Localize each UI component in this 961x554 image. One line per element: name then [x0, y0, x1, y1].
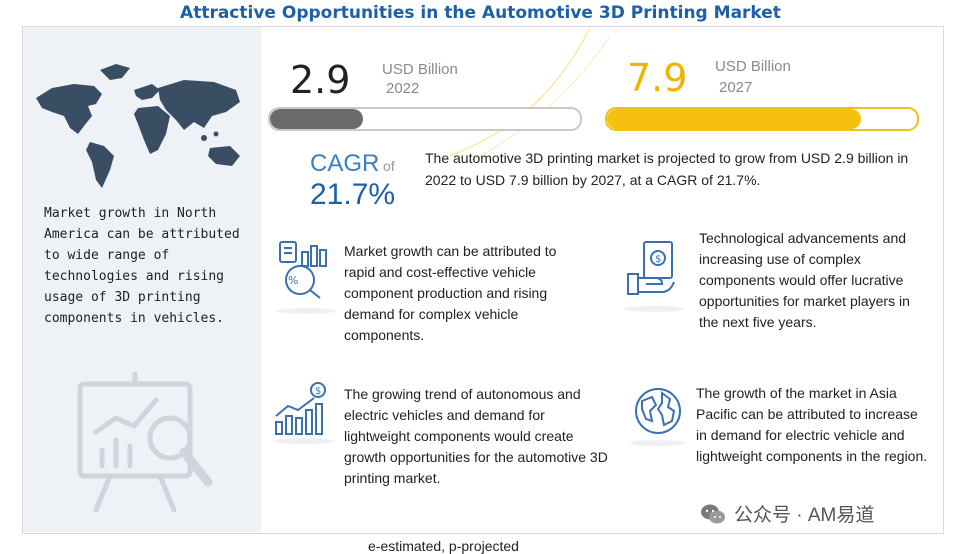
cagr-label: CAGR — [310, 150, 380, 177]
icon-shadow — [624, 306, 684, 312]
point-technological-advancements: Technological advancements and increasin… — [699, 230, 910, 330]
money-hand-icon: $ — [627, 241, 675, 295]
unit-2022: USD Billion — [382, 61, 458, 78]
component-production-icon: % — [279, 241, 327, 299]
world-map-icon — [36, 64, 240, 188]
icon-shadow — [630, 440, 686, 446]
year-2022: 2022 — [386, 80, 420, 97]
progress-bar-2027 — [605, 107, 919, 131]
icon-shadow — [276, 308, 336, 314]
unit-2027: USD Billion — [715, 58, 791, 75]
point-asia-pacific-growth: The growth of the market in Asia Pacific… — [696, 385, 928, 464]
year-2027: 2027 — [719, 79, 753, 96]
watermark-text: 公众号 · AM易道 — [734, 505, 875, 526]
market-value-2022: 2.9 — [290, 58, 351, 102]
svg-text:%: % — [288, 274, 298, 287]
progress-fill-2022 — [270, 109, 363, 129]
footnote: e-estimated, p-projected — [368, 538, 519, 554]
cagr-value: 21.7% — [310, 178, 396, 211]
point-autonomous-electric-vehicles: The growing trend of autonomous and elec… — [344, 386, 608, 486]
icon-shadow — [274, 438, 334, 444]
growth-chart-icon: $ — [275, 382, 326, 435]
globe-icon — [635, 388, 681, 434]
progress-bar-2022 — [268, 107, 582, 131]
analytics-presentation-icon — [77, 371, 213, 513]
progress-fill-2027 — [607, 109, 862, 129]
svg-text:$: $ — [655, 254, 661, 265]
watermark: 公众号 · AM易道 — [700, 500, 874, 527]
svg-text:$: $ — [315, 386, 321, 397]
page-title: Attractive Opportunities in the Automoti… — [180, 3, 781, 23]
cagr-of: of — [383, 158, 395, 174]
north-america-growth-text: Market growth in North America can be at… — [44, 206, 240, 326]
wechat-icon — [701, 504, 725, 523]
point-component-production: Market growth can be attributed to rapid… — [344, 243, 557, 343]
market-summary-text: The automotive 3D printing market is pro… — [425, 150, 909, 188]
decorative-curve — [449, 27, 611, 162]
market-value-2027: 7.9 — [627, 56, 688, 100]
